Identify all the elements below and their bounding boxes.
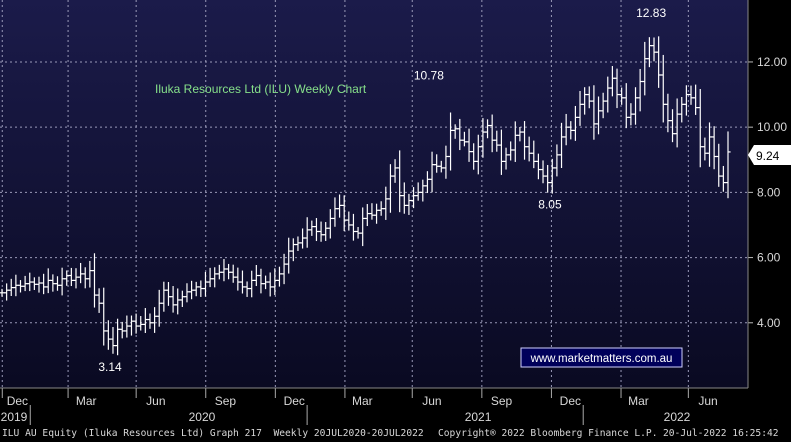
- footer-bar: ILU AU Equity (Iluka Resources Ltd) Grap…: [0, 425, 791, 442]
- annotations: 3.14 10.78 8.05 12.83: [98, 6, 666, 374]
- x-month-label: Dec: [284, 394, 305, 408]
- price-bar: [725, 131, 731, 199]
- watermark-link[interactable]: www.marketmatters.com.au: [530, 353, 673, 365]
- x-month-label: Jun: [146, 394, 165, 408]
- x-month-label: Mar: [628, 394, 649, 408]
- x-month-label: Sep: [215, 394, 237, 408]
- x-month-label: Mar: [352, 394, 373, 408]
- last-price-label: 9.24: [756, 149, 780, 163]
- y-tick-label: 4.00: [757, 316, 781, 330]
- x-year-label: 2021: [465, 410, 492, 424]
- price-annotation: 12.83: [636, 6, 666, 20]
- x-month-label: Mar: [76, 394, 97, 408]
- watermark-box[interactable]: www.marketmatters.com.au: [520, 347, 683, 368]
- y-axis: 4.00 6.00 8.00 10.00 12.00: [747, 0, 787, 388]
- x-month-label: Jun: [698, 394, 717, 408]
- price-annotation: 8.05: [538, 198, 562, 212]
- x-year-label: 2019: [1, 410, 28, 424]
- time-axis-area: [0, 388, 748, 425]
- x-month-label: Dec: [560, 394, 581, 408]
- x-month-label: Sep: [491, 394, 513, 408]
- y-tick-label: 10.00: [757, 120, 787, 134]
- x-month-label: Dec: [7, 394, 28, 408]
- x-year-label: 2022: [664, 410, 691, 424]
- footer-copyright: Copyright® 2022 Bloomberg Finance L.P.: [438, 428, 658, 439]
- x-year-label: 2020: [189, 410, 216, 424]
- plot-area: [0, 0, 748, 388]
- x-axis: Dec Mar Jun Sep Dec Mar Jun Sep Dec Mar Jun 2019 202…: [0, 387, 748, 425]
- y-tick-label: 6.00: [757, 251, 781, 265]
- axis-area: [748, 0, 791, 425]
- footer-security-info: ILU AU Equity (Iluka Resources Ltd) Grap…: [2, 428, 424, 439]
- price-annotation: 10.78: [414, 69, 444, 83]
- footer-timestamp: 20-Jul-2022 16:25:42: [663, 428, 779, 439]
- x-month-label: Jun: [422, 394, 441, 408]
- y-tick-label: 8.00: [757, 185, 781, 199]
- chart-title: Iluka Resources Ltd (ILU) Weekly Chart: [155, 82, 367, 96]
- price-annotation: 3.14: [98, 360, 122, 374]
- price-bars: [0, 36, 731, 356]
- y-tick-label: 12.00: [757, 55, 787, 69]
- last-price-tag: 9.24: [748, 145, 791, 165]
